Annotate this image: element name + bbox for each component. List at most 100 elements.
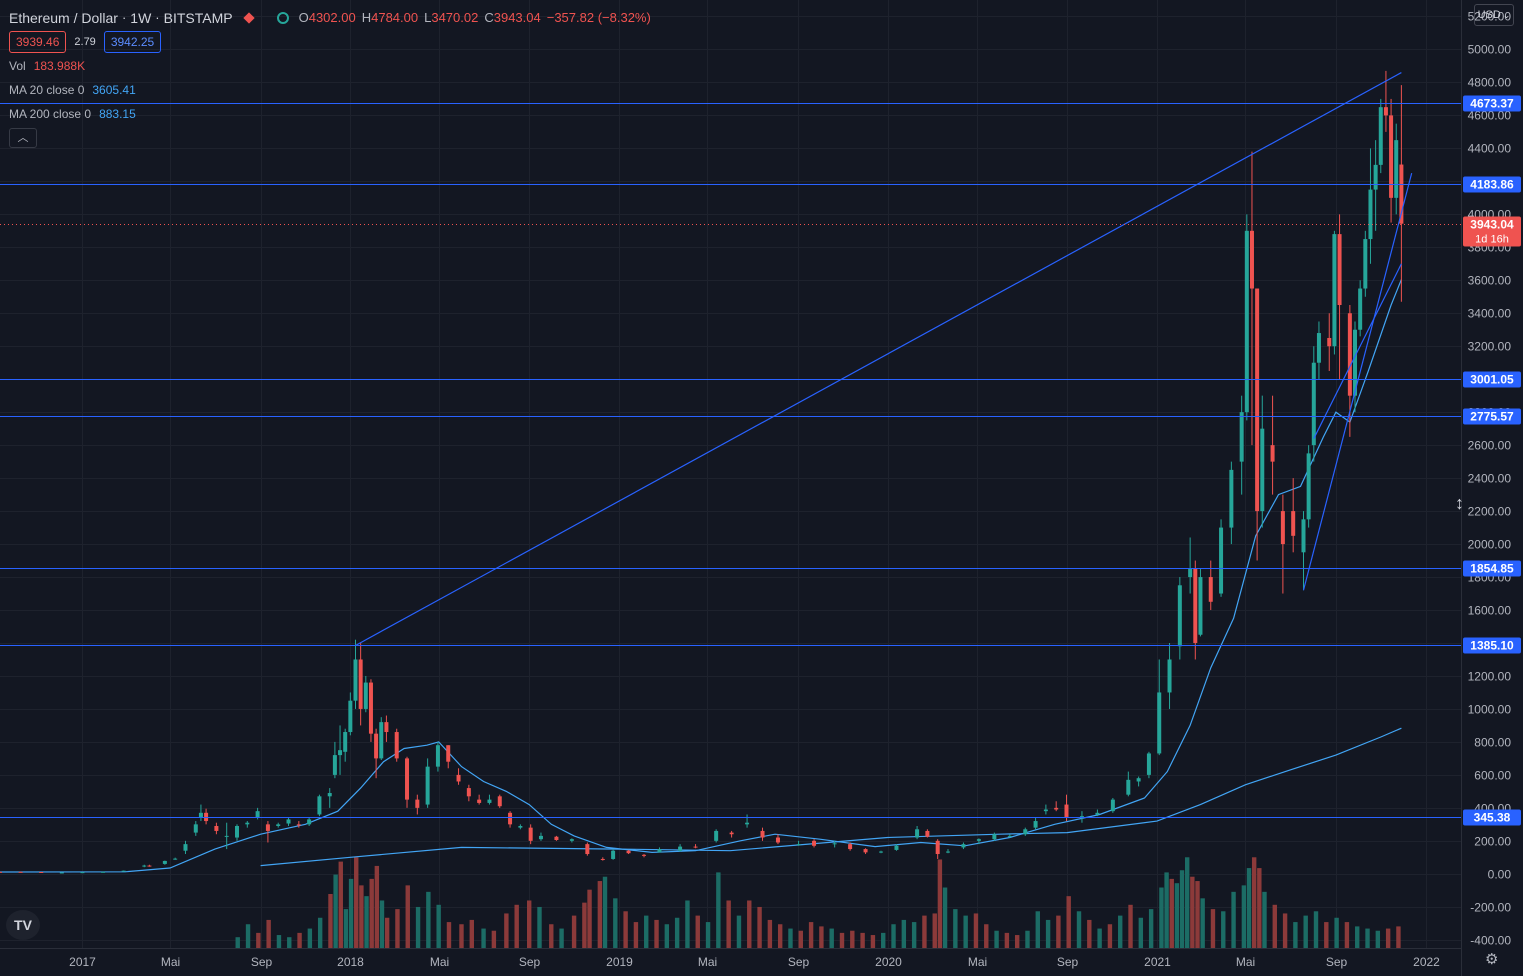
- tradingview-logo-icon[interactable]: TV: [6, 910, 40, 940]
- volume-bar: [901, 919, 907, 948]
- volume-bar: [1107, 924, 1113, 948]
- volume-bar: [1035, 911, 1040, 948]
- candle-body: [1146, 753, 1151, 775]
- indicator-vol[interactable]: Vol 183.988K: [9, 54, 657, 78]
- candle-body: [1378, 107, 1383, 165]
- level-label-box: [1463, 95, 1521, 112]
- volume-bar: [1251, 857, 1257, 948]
- currency-selector[interactable]: USD ⌄: [1474, 4, 1514, 26]
- volume-bar: [695, 915, 700, 948]
- candle-body: [353, 659, 358, 701]
- moving-averages: [0, 279, 1402, 873]
- candle-body: [343, 732, 348, 752]
- separator-dot: ·: [155, 10, 160, 25]
- level-label-box: [1463, 176, 1521, 193]
- candle-body: [1239, 412, 1244, 462]
- live-dot-icon: [242, 12, 255, 24]
- candle-body: [307, 819, 312, 825]
- sell-button[interactable]: 3939.46: [9, 31, 67, 53]
- volume-bar: [287, 937, 292, 948]
- candle-body: [1095, 812, 1100, 815]
- candle-body: [1316, 333, 1321, 363]
- volume-bar: [1375, 930, 1381, 948]
- time-tick-label: 2022: [1413, 955, 1440, 969]
- candle-body: [1363, 239, 1368, 289]
- volume-bar: [911, 922, 917, 948]
- time-axis[interactable]: 2017 Mai Sep 2018 Mai Sep 2019 Mai Sep 2020 Mai Sep…: [69, 955, 1440, 969]
- candle-body: [1383, 107, 1388, 116]
- candle-body: [1244, 230, 1249, 413]
- resize-vertical-icon[interactable]: ↕: [1455, 493, 1464, 513]
- indicator-ma200[interactable]: MA 200 close 0 883.15: [9, 102, 657, 126]
- candle-body: [879, 851, 884, 853]
- buy-button[interactable]: 3942.25: [103, 31, 162, 53]
- candle-body: [1188, 568, 1193, 578]
- trend-lines[interactable]: [355, 72, 1413, 646]
- price-axis[interactable]: -400.00-200.000.00200.00400.00600.00800.…: [1468, 10, 1512, 948]
- volume-bar: [587, 889, 592, 948]
- volume-bar: [1221, 911, 1226, 948]
- collapse-legend-button[interactable]: ︿: [9, 128, 37, 148]
- volume-bar: [571, 915, 577, 948]
- candle-body: [296, 824, 301, 826]
- candle-body: [1373, 164, 1378, 190]
- indicator-ma20[interactable]: MA 20 close 0 3605.41: [9, 78, 657, 102]
- candle-body: [1301, 519, 1306, 553]
- horizontal-levels[interactable]: [0, 103, 1461, 818]
- volume-bar: [654, 919, 659, 948]
- volume-bar: [597, 881, 603, 948]
- volume-bar: [881, 932, 886, 948]
- time-tick-label: Sep: [519, 955, 541, 969]
- volume-bar: [860, 932, 865, 948]
- candle-body: [1023, 829, 1028, 835]
- price-tick-label: 800.00: [1474, 736, 1511, 750]
- volume-bar: [245, 924, 251, 948]
- time-tick-label: Sep: [251, 955, 273, 969]
- time-tick-label: 2021: [1144, 955, 1171, 969]
- candle-body: [1255, 288, 1260, 512]
- grid: [0, 0, 1461, 948]
- volume-bar: [726, 900, 731, 948]
- volume-bar: [1004, 932, 1010, 948]
- separator-dot: ·: [121, 10, 127, 25]
- chevron-up-icon: ︿: [17, 132, 29, 144]
- time-tick-label: Mai: [698, 955, 717, 969]
- price-tick-label: 2000.00: [1468, 538, 1512, 552]
- volume-bar: [1313, 911, 1319, 948]
- candle-body: [1358, 288, 1363, 330]
- volume-bar: [1179, 870, 1185, 948]
- candle-body: [477, 799, 482, 803]
- candle-body: [265, 824, 270, 831]
- price-tick-label: 4400.00: [1468, 142, 1512, 156]
- exchange-label[interactable]: BITSTAMP: [163, 10, 233, 26]
- volume-bar: [942, 887, 948, 948]
- candle-body: [1054, 807, 1059, 810]
- volume-bar: [504, 913, 509, 948]
- candle-body: [1157, 692, 1162, 754]
- interval-label[interactable]: 1W: [130, 10, 152, 26]
- candle-body: [585, 844, 590, 855]
- volume-bar: [870, 935, 876, 948]
- candle-body: [497, 796, 502, 807]
- ma-line: [260, 727, 1402, 867]
- volume-bar: [1128, 904, 1133, 948]
- candles: [0, 70, 1404, 874]
- volume-bar: [1066, 896, 1071, 948]
- settings-icon[interactable]: ⚙: [1485, 951, 1499, 968]
- volume-bar: [937, 859, 943, 948]
- symbol-name[interactable]: Ethereum / Dollar: [9, 10, 118, 26]
- volume-bar: [1365, 928, 1370, 948]
- volume-bar: [348, 878, 354, 948]
- volume-bar: [1118, 915, 1123, 948]
- volume-bar: [459, 924, 464, 948]
- candle-body: [1033, 821, 1038, 828]
- indicator-name: Vol: [9, 59, 26, 73]
- time-tick-label: Mai: [161, 955, 180, 969]
- price-tick-label: 5000.00: [1468, 43, 1512, 57]
- candle-body: [348, 700, 353, 733]
- volume-bar: [1076, 911, 1082, 948]
- candle-body: [245, 822, 250, 825]
- market-status-icon[interactable]: [276, 12, 289, 24]
- price-tick-label: 1000.00: [1468, 703, 1512, 717]
